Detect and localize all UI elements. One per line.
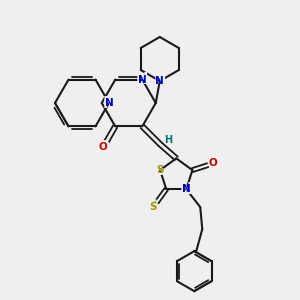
Text: S: S — [148, 200, 159, 214]
Text: N: N — [103, 95, 115, 110]
Text: H: H — [164, 135, 172, 146]
Text: S: S — [156, 165, 164, 175]
Text: N: N — [180, 182, 193, 197]
Text: N: N — [105, 98, 113, 108]
Text: O: O — [99, 142, 108, 152]
Text: O: O — [209, 158, 218, 168]
Text: N: N — [138, 75, 147, 85]
Text: N: N — [182, 184, 190, 194]
Text: O: O — [207, 156, 220, 171]
Text: S: S — [150, 202, 157, 212]
Text: N: N — [155, 76, 164, 86]
Text: N: N — [136, 72, 148, 87]
Text: O: O — [97, 140, 110, 155]
Text: H: H — [163, 134, 174, 147]
Text: S: S — [155, 163, 165, 178]
Text: N: N — [154, 74, 166, 88]
